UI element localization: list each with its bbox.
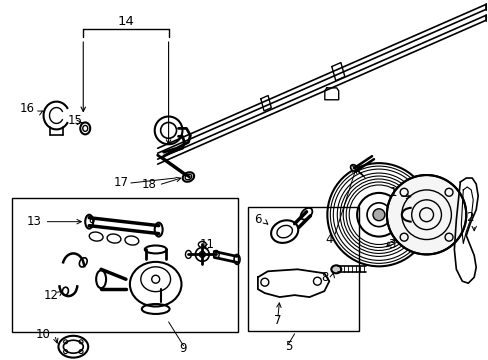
Text: 10: 10 bbox=[36, 328, 51, 341]
Text: 16: 16 bbox=[19, 102, 34, 115]
Text: 6: 6 bbox=[254, 213, 261, 226]
Bar bbox=[12, 198, 238, 332]
Text: 9: 9 bbox=[180, 342, 187, 355]
Text: 5: 5 bbox=[285, 340, 292, 353]
Text: 11: 11 bbox=[200, 238, 214, 251]
Bar bbox=[247, 207, 358, 331]
Circle shape bbox=[199, 251, 205, 257]
Text: 17: 17 bbox=[113, 176, 128, 189]
Text: 4: 4 bbox=[325, 233, 332, 246]
Text: 13: 13 bbox=[26, 215, 41, 228]
Text: 3: 3 bbox=[387, 238, 395, 251]
Ellipse shape bbox=[350, 165, 357, 171]
Text: 14: 14 bbox=[117, 15, 134, 28]
Text: 12: 12 bbox=[44, 289, 59, 302]
Text: 1: 1 bbox=[389, 186, 397, 199]
Text: 7: 7 bbox=[273, 314, 281, 327]
Text: 8: 8 bbox=[321, 271, 328, 284]
Text: 15: 15 bbox=[68, 114, 82, 127]
Text: 18: 18 bbox=[141, 179, 156, 192]
Text: 2: 2 bbox=[466, 211, 473, 224]
Circle shape bbox=[372, 209, 384, 221]
Ellipse shape bbox=[331, 265, 341, 273]
Circle shape bbox=[386, 175, 466, 255]
